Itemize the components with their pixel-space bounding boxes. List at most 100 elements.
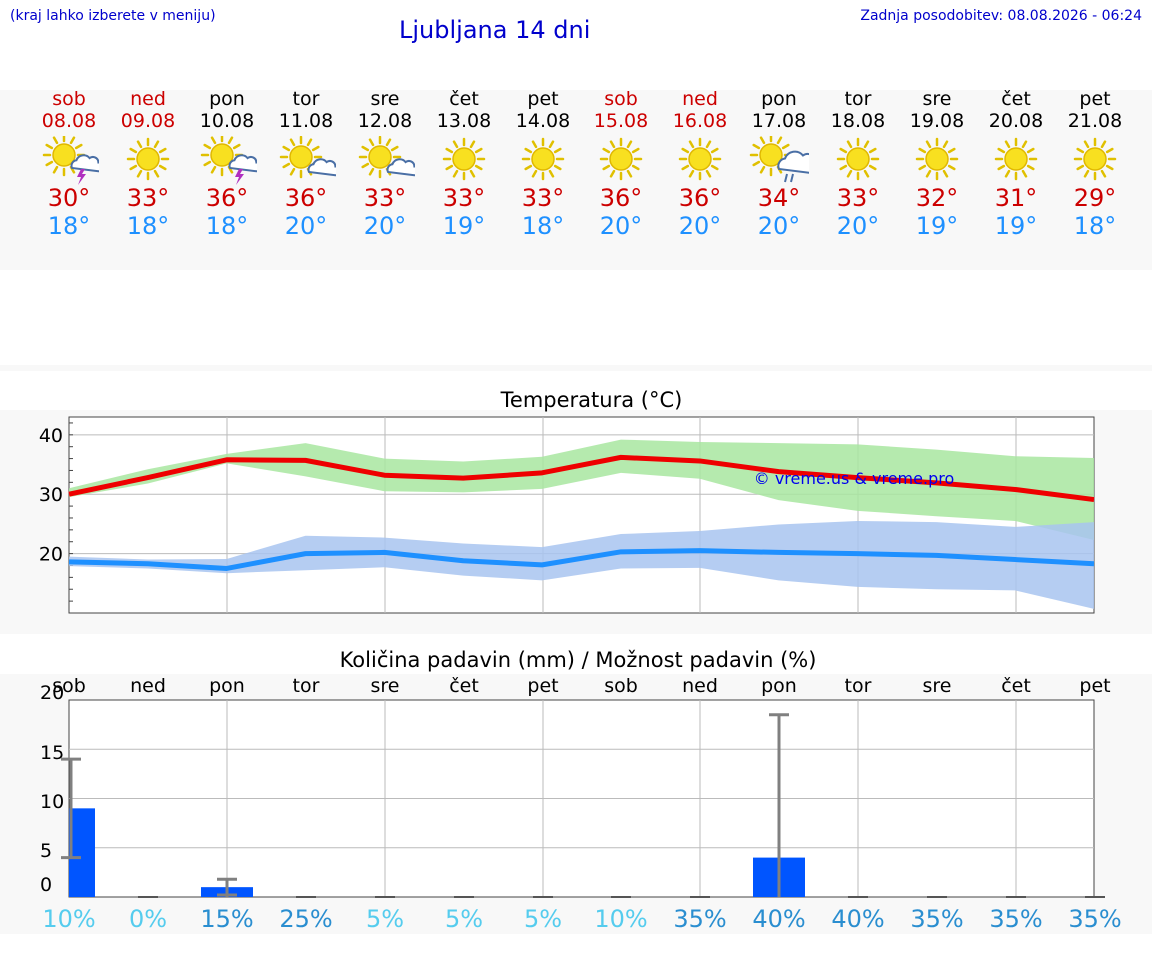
last-updated: Zadnja posodobitev: 08.08.2026 - 06:24 bbox=[860, 8, 1142, 24]
sun-icon bbox=[678, 137, 722, 181]
x-category-label: čet bbox=[1001, 675, 1031, 697]
spacer-band bbox=[0, 365, 1152, 371]
precipitation-probability: 5% bbox=[366, 905, 404, 933]
min-temperature: 18° bbox=[1073, 212, 1117, 240]
forecast-band bbox=[0, 90, 1152, 270]
page-title: Ljubljana 14 dni bbox=[399, 16, 591, 44]
max-temperature: 36° bbox=[599, 184, 643, 212]
y-tick-label: 10 bbox=[40, 791, 64, 813]
day-forecast: pon 10.08 36° 18° bbox=[187, 88, 267, 240]
precipitation-chart: Količina padavin (mm) / Možnost padavin … bbox=[40, 648, 1122, 933]
x-category-label: pet bbox=[527, 675, 558, 697]
min-temperature-line bbox=[68, 548, 1095, 571]
x-category-label: tor bbox=[845, 675, 872, 697]
day-date: 16.08 bbox=[672, 110, 728, 132]
x-category-label: pon bbox=[761, 675, 797, 697]
day-name: pon bbox=[761, 88, 797, 110]
chart-title: Temperatura (°C) bbox=[500, 388, 683, 412]
x-category-label: pon bbox=[209, 675, 245, 697]
precipitation-probability: 5% bbox=[524, 905, 562, 933]
day-date: 19.08 bbox=[909, 110, 965, 132]
precipitation-probability: 10% bbox=[594, 905, 647, 933]
precipitation-probability: 35% bbox=[1068, 905, 1121, 933]
max-temperature: 34° bbox=[757, 184, 801, 212]
sun-icon bbox=[126, 137, 170, 181]
y-tick-label: 40 bbox=[39, 425, 63, 447]
watermark: © vreme.us & vreme.pro bbox=[754, 469, 955, 488]
sun-cloud-rain-icon bbox=[749, 136, 809, 183]
sun-icon bbox=[442, 137, 486, 181]
day-forecast: pet 14.08 33° 18° bbox=[503, 88, 583, 240]
day-date: 10.08 bbox=[199, 110, 255, 132]
day-forecast: pon 17.08 34° 20° bbox=[739, 88, 819, 240]
precipitation-bar bbox=[69, 808, 95, 897]
sun-storm-icon bbox=[42, 136, 99, 185]
day-name: tor bbox=[292, 88, 320, 110]
day-forecast: ned 16.08 36° 20° bbox=[660, 88, 740, 240]
min-temperature: 20° bbox=[363, 212, 407, 240]
min-temperature: 20° bbox=[836, 212, 880, 240]
day-date: 20.08 bbox=[988, 110, 1044, 132]
max-temperature: 30° bbox=[47, 184, 91, 212]
y-tick-label: 30 bbox=[39, 484, 63, 506]
day-date: 18.08 bbox=[830, 110, 886, 132]
sun-cloud-icon bbox=[358, 136, 415, 179]
x-category-label: sre bbox=[923, 675, 952, 697]
x-category-label: sob bbox=[604, 675, 638, 697]
day-name: ned bbox=[682, 88, 718, 110]
x-category-label: pet bbox=[1079, 675, 1110, 697]
y-tick-label: 20 bbox=[40, 682, 64, 704]
precipitation-probability: 25% bbox=[279, 905, 332, 933]
y-tick-label: 20 bbox=[39, 544, 63, 566]
x-category-label: ned bbox=[130, 675, 166, 697]
x-category-label: čet bbox=[449, 675, 479, 697]
y-tick-label: 15 bbox=[40, 742, 64, 764]
precipitation-probability: 35% bbox=[989, 905, 1042, 933]
day-forecast: čet 20.08 31° 19° bbox=[976, 88, 1056, 240]
day-date: 13.08 bbox=[436, 110, 492, 132]
day-forecast: tor 11.08 36° 20° bbox=[266, 88, 346, 240]
day-name: sre bbox=[370, 88, 400, 110]
max-temperature: 29° bbox=[1073, 184, 1117, 212]
day-date: 21.08 bbox=[1067, 110, 1123, 132]
max-temperature: 36° bbox=[678, 184, 722, 212]
max-temperature: 36° bbox=[205, 184, 249, 212]
min-temperature: 18° bbox=[47, 212, 91, 240]
max-temperature: 33° bbox=[521, 184, 565, 212]
precipitation-probability: 35% bbox=[673, 905, 726, 933]
day-forecast: sre 12.08 33° 20° bbox=[345, 88, 425, 240]
min-temperature: 18° bbox=[126, 212, 170, 240]
day-name: čet bbox=[1001, 88, 1031, 110]
min-temperature: 19° bbox=[994, 212, 1038, 240]
min-temperature: 20° bbox=[678, 212, 722, 240]
precipitation-probability: 35% bbox=[910, 905, 963, 933]
day-forecast: ned 09.08 33° 18° bbox=[108, 88, 188, 240]
min-temperature: 18° bbox=[521, 212, 565, 240]
precipitation-probability: 10% bbox=[42, 905, 95, 933]
day-forecast: tor 18.08 33° 20° bbox=[818, 88, 898, 240]
x-category-label: sre bbox=[371, 675, 400, 697]
day-forecast: sob 15.08 36° 20° bbox=[581, 88, 661, 240]
sun-icon bbox=[521, 137, 565, 181]
min-temperature: 19° bbox=[442, 212, 486, 240]
sun-storm-icon bbox=[200, 136, 257, 185]
y-tick-label: 0 bbox=[40, 874, 52, 896]
sun-icon bbox=[994, 137, 1038, 181]
max-temperature: 33° bbox=[836, 184, 880, 212]
temperature-range-band bbox=[69, 520, 1094, 609]
day-name: sob bbox=[52, 88, 86, 110]
sun-icon bbox=[1073, 137, 1117, 181]
day-forecast: sre 19.08 32° 19° bbox=[897, 88, 977, 240]
min-temperature: 18° bbox=[205, 212, 249, 240]
max-temperature: 33° bbox=[126, 184, 170, 212]
day-name: pet bbox=[527, 88, 559, 110]
min-temperature: 20° bbox=[599, 212, 643, 240]
day-date: 08.08 bbox=[41, 110, 97, 132]
day-name: sob bbox=[604, 88, 638, 110]
chart-title: Količina padavin (mm) / Možnost padavin … bbox=[340, 648, 817, 672]
day-date: 17.08 bbox=[751, 110, 807, 132]
sun-icon bbox=[836, 137, 880, 181]
sun-icon bbox=[915, 137, 959, 181]
temperature-chart: Temperatura (°C) 20 30 40 © vreme.us & vreme… bbox=[39, 388, 1095, 614]
day-forecast: sob 08.08 30° 18° bbox=[29, 88, 109, 240]
